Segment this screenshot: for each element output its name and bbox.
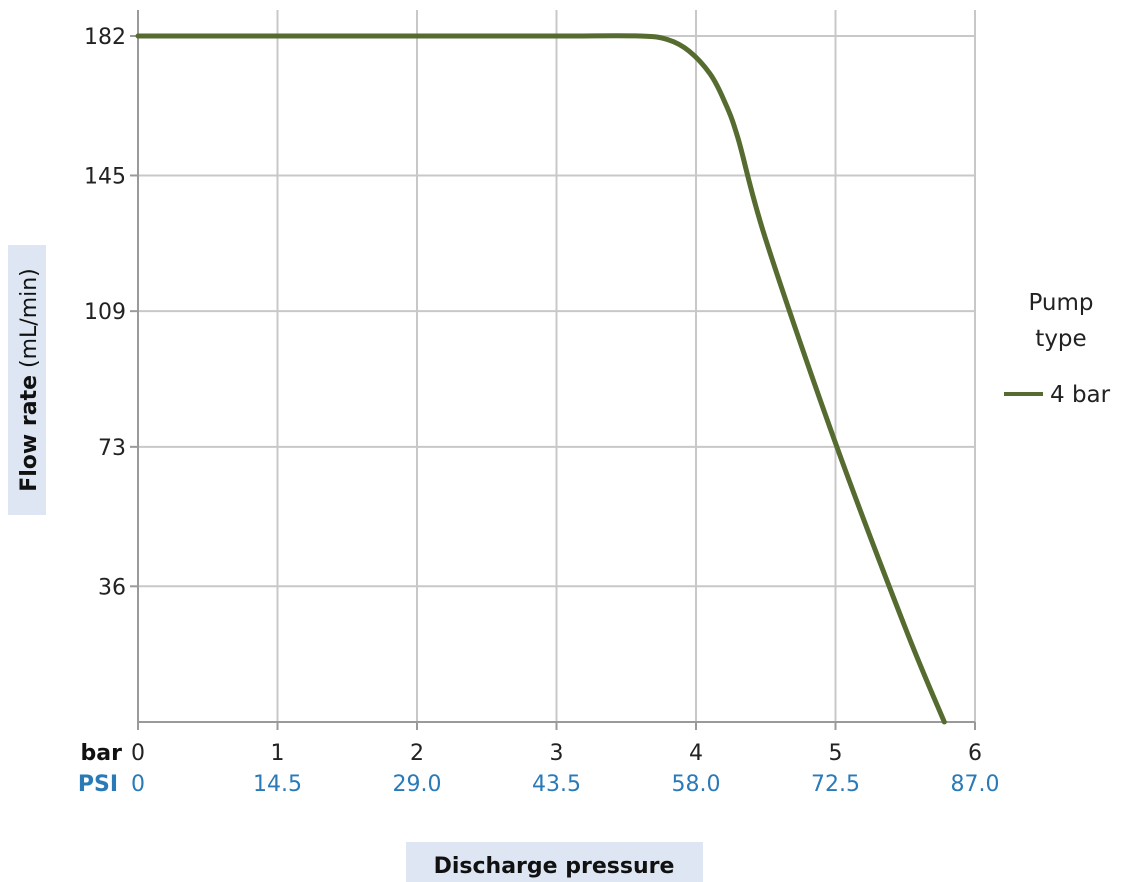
y-tick-label-145: 145 [84,164,126,189]
series-line-4-bar [135,33,947,725]
x-tick-label-psi-1: 14.5 [253,772,302,797]
x-tick-label-psi-5: 72.5 [811,772,860,797]
y-tick-label-109: 109 [84,300,126,325]
series-layer [135,33,947,725]
y-axis-title-bold: Flow rate [17,375,42,492]
y-axis-title: Flow rate (mL/min) [8,245,46,515]
grid-lines [138,10,976,722]
legend-title-line-1: Pump [1028,290,1093,316]
x-tick-label-bar-0: 0 [131,741,145,766]
y-axis-title-unit: (mL/min) [17,268,42,368]
x-tick-label-psi-2: 29.0 [393,772,442,797]
y-tick-labels: 36 73 109 145 182 [84,25,126,600]
x-tick-labels: 0 0 1 14.5 2 29.0 3 43.5 4 58.0 5 72.5 6 87.0 [131,741,999,797]
x-unit-bar-label: bar [81,741,123,766]
legend-title-line-2: type [1035,326,1086,352]
x-tick-label-psi-6: 87.0 [951,772,1000,797]
x-unit-psi-label: PSI [78,772,118,797]
axes [130,10,976,730]
y-tick-label-36: 36 [98,575,126,600]
x-tick-label-bar-2: 2 [410,741,424,766]
legend: Pump type 4 bar [1004,290,1111,408]
x-tick-label-psi-3: 43.5 [532,772,581,797]
y-tick-label-182: 182 [84,25,126,50]
x-tick-label-bar-1: 1 [271,741,285,766]
svg-text:Discharge pressure: Discharge pressure [434,854,675,879]
y-tick-label-73: 73 [98,436,126,461]
svg-text:Flow rate (mL/min): Flow rate (mL/min) [17,268,42,492]
x-tick-label-psi-0: 0 [131,772,145,797]
legend-entry-4-bar: 4 bar [1050,382,1111,408]
x-axis-title: Discharge pressure [406,842,703,882]
x-tick-label-bar-5: 5 [829,741,843,766]
x-tick-label-bar-6: 6 [968,741,982,766]
x-tick-label-bar-4: 4 [689,741,703,766]
x-tick-label-bar-3: 3 [550,741,564,766]
x-tick-label-psi-4: 58.0 [672,772,721,797]
